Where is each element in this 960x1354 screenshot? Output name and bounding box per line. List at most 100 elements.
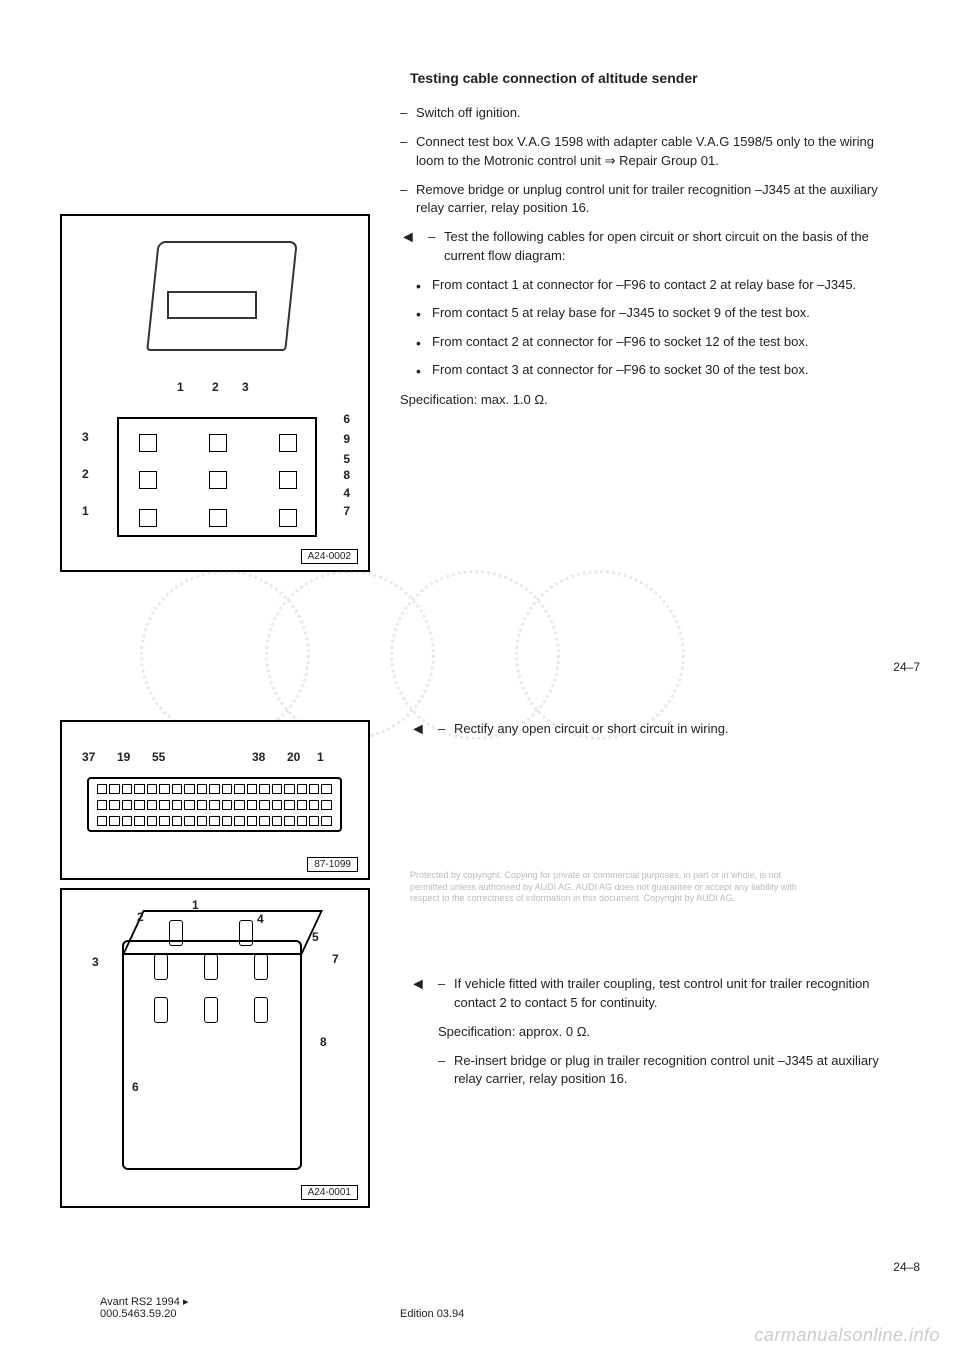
manual-page: Testing cable connection of altitude sen… [0,0,960,1354]
fig4-num: 1 [192,898,199,912]
fig2-right-9: 9 [343,432,350,446]
relay-pin [139,509,157,527]
arrow-step: ◄ – Rectify any open circuit or short ci… [410,720,900,739]
arrow-left-icon: ◄ [410,720,438,738]
step-item: –Connect test box V.A.G 1598 with adapte… [400,133,900,171]
relay-pin [209,434,227,452]
arrow-left-icon: ◄ [400,228,428,246]
fig4-num: 2 [137,910,144,924]
relay-pin [279,434,297,452]
footer-code: 000.5463.59.20 [100,1308,189,1320]
relay-pin [209,471,227,489]
page-number-1: 24–7 [893,660,920,674]
fig2-left-2: 2 [82,467,89,481]
bullet-text: From contact 1 at connector for –F96 to … [432,276,900,296]
relay-pin [209,509,227,527]
relay-pin [139,471,157,489]
figure-relay-unit: 1 2 3 4 5 6 7 8 A24-0001 [60,888,370,1208]
testbox-pin-row [97,784,332,798]
sec2-right-block: ◄ – If vehicle fitted with trailer coupl… [410,975,900,1099]
copyright-faint-text: Protected by copyright. Copying for priv… [410,870,810,905]
relay-unit-pin [204,954,218,980]
bullet-item: •From contact 3 at connector for –F96 to… [416,361,900,381]
figure-test-box: 37 19 55 38 20 1 87-1099 [60,720,370,880]
arrow-step-text: If vehicle fitted with trailer coupling,… [454,975,900,1013]
relay-unit-pin [154,997,168,1023]
footer-left: Avant RS2 1994 ▸ 000.5463.59.20 [100,1295,189,1320]
fig2-right-8: 8 [343,468,350,482]
top-two-column: 1 2 3 3 2 1 6 [60,104,900,580]
relay-unit-pin [254,997,268,1023]
fig2-right-5: 5 [343,452,350,466]
bullet-text: From contact 3 at connector for –F96 to … [432,361,900,381]
relay-unit-pin [154,954,168,980]
bullet-text: From contact 5 at relay base for –J345 t… [432,304,900,324]
sec2-right-col: ◄ – Rectify any open circuit or short ci… [410,720,900,749]
section-2: ◄ – Rectify any open circuit or short ci… [60,720,900,1216]
relay-pin [279,471,297,489]
figure-relay-base: 3 2 1 6 9 5 8 4 7 A24-0002 [60,402,370,572]
fig3-num: 37 [82,750,95,764]
arrow-step: ◄ – Test the following cables for open c… [400,228,900,266]
fig4-num: 3 [92,955,99,969]
audi-rings-watermark [140,570,700,730]
fig4-num: 6 [132,1080,139,1094]
fig1-num-1: 1 [177,380,184,394]
fig2-label: A24-0002 [301,549,358,564]
bullet-list: •From contact 1 at connector for –F96 to… [416,276,900,381]
relay-pin [139,434,157,452]
testbox-pin-row [97,800,332,814]
connector-slot [167,291,257,319]
fig2-left-1: 1 [82,504,89,518]
bullet-item: •From contact 2 at connector for –F96 to… [416,333,900,353]
footer-model: Avant RS2 1994 ▸ [100,1295,189,1308]
fig2-right-4: 4 [343,486,350,500]
fig3-num: 20 [287,750,300,764]
relay-unit-pin [169,920,183,946]
section-heading: Testing cable connection of altitude sen… [410,70,900,86]
arrow-step-text: Rectify any open circuit or short circui… [454,720,900,739]
footer-edition: Edition 03.94 [400,1308,464,1320]
fig2-right-7: 7 [343,504,350,518]
right-text-col: –Switch off ignition. –Connect test box … [400,104,900,580]
relay-pin [279,509,297,527]
fig1-num-2: 2 [212,380,219,394]
relay-base-outline [117,417,317,537]
fig3-num: 1 [317,750,324,764]
fig3-num: 55 [152,750,165,764]
left-figures-col: 1 2 3 3 2 1 6 [60,104,370,580]
testbox-pin-row [97,816,332,830]
step-text: Connect test box V.A.G 1598 with adapter… [416,133,900,171]
step-text: Re-insert bridge or plug in trailer reco… [454,1052,900,1090]
fig3-label: 87-1099 [307,857,358,872]
step-text: Remove bridge or unplug control unit for… [416,181,900,219]
fig4-num: 8 [320,1035,327,1049]
fig4-num: 5 [312,930,319,944]
relay-unit-pin [204,997,218,1023]
specification-text: Specification: approx. 0 Ω. [438,1023,900,1042]
arrow-left-icon: ◄ [410,975,438,993]
page-number-2: 24–8 [893,1260,920,1274]
bullet-text: From contact 2 at connector for –F96 to … [432,333,900,353]
arrow-step-text: Test the following cables for open circu… [444,228,900,266]
fig2-right-6: 6 [343,412,350,426]
relay-unit-pin [239,920,253,946]
site-watermark: carmanualsonline.info [754,1325,940,1346]
fig4-num: 7 [332,952,339,966]
bullet-item: •From contact 5 at relay base for –J345 … [416,304,900,324]
relay-body-outline [122,940,302,1170]
step-item: –Remove bridge or unplug control unit fo… [400,181,900,219]
arrow-step: ◄ – If vehicle fitted with trailer coupl… [410,975,900,1013]
specification-text: Specification: max. 1.0 Ω. [400,391,900,410]
step-text: Switch off ignition. [416,104,900,123]
fig3-num: 19 [117,750,130,764]
fig2-left-3: 3 [82,430,89,444]
bullet-item: •From contact 1 at connector for –F96 to… [416,276,900,296]
figure-connector: 1 2 3 [60,214,370,404]
fig4-num: 4 [257,912,264,926]
step-item: – Re-insert bridge or plug in trailer re… [438,1052,900,1090]
fig3-num: 38 [252,750,265,764]
fig1-num-3: 3 [242,380,249,394]
fig4-label: A24-0001 [301,1185,358,1200]
step-item: –Switch off ignition. [400,104,900,123]
